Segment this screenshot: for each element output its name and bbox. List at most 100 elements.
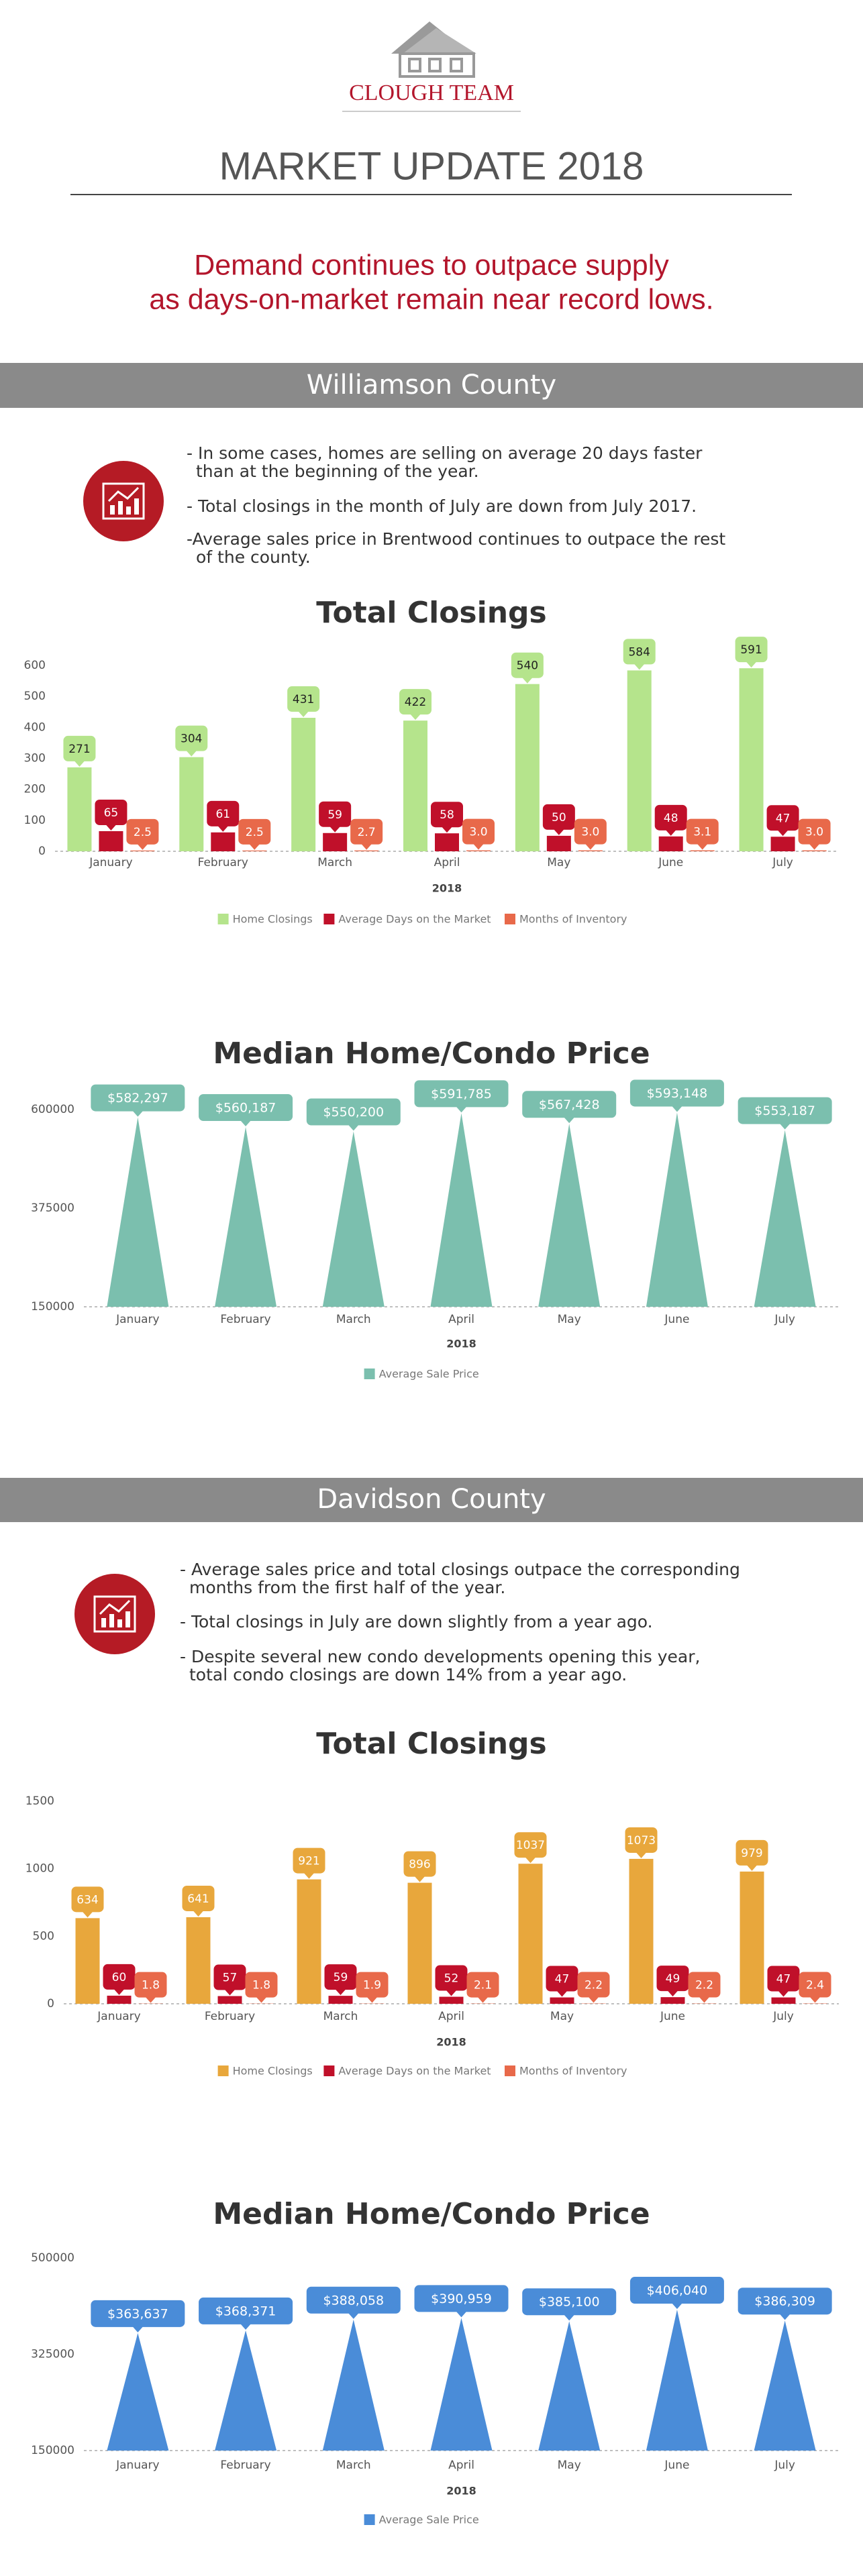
callout-box	[522, 1091, 617, 1118]
x-tick-label: July	[772, 2010, 794, 2023]
callout-box	[514, 1832, 547, 1858]
x-tick-label: June	[660, 2010, 685, 2023]
legend-swatch	[364, 2514, 375, 2525]
bar	[770, 837, 795, 851]
value-label: 2.2	[695, 1979, 713, 1992]
callout-pointer	[473, 843, 484, 850]
y-tick-label: 0	[47, 1997, 54, 2010]
callout-box	[293, 1847, 325, 1874]
legend-label: Months of Inventory	[519, 913, 627, 926]
bar	[323, 833, 348, 851]
callout-pointer	[193, 1910, 204, 1917]
callout-pointer	[585, 843, 596, 850]
callout-box	[199, 1094, 293, 1122]
y-tick-label: 325000	[31, 2348, 74, 2361]
callout-pointer	[564, 1117, 575, 1124]
value-label: 896	[409, 1858, 430, 1872]
value-label: 49	[666, 1972, 680, 1986]
callout-box	[287, 686, 320, 712]
bar	[67, 767, 92, 851]
legend-label: Months of Inventory	[519, 2065, 627, 2078]
y-tick-label: 500000	[31, 2251, 74, 2265]
x-tick-label: June	[664, 2459, 689, 2472]
legend-label: Average Sale Price	[379, 1368, 479, 1381]
callout-pointer	[224, 1989, 236, 1996]
bullet: -Average sales price in Brentwood contin…	[187, 529, 726, 567]
value-label: 1.9	[363, 1979, 381, 1992]
triangle-bar	[646, 1112, 708, 1307]
value-label: $363,637	[107, 2306, 168, 2321]
callout-pointer	[778, 1990, 789, 1997]
triangle-bar	[538, 2321, 601, 2451]
value-label: 47	[776, 1973, 791, 1986]
x-tick-label: March	[336, 1313, 371, 1326]
callout-pointer	[113, 1988, 125, 1995]
value-label: 2.5	[134, 826, 152, 839]
triangle-bar	[538, 1124, 601, 1307]
legend-label: Home Closings	[233, 913, 313, 926]
bar	[439, 1996, 464, 2004]
callout-box	[798, 818, 831, 845]
triangle-bar	[107, 1117, 169, 1307]
bar	[99, 830, 123, 851]
triangle-bar	[646, 2310, 708, 2451]
callout-pointer	[298, 711, 309, 718]
callout-pointer	[777, 830, 789, 837]
value-label: 65	[104, 806, 119, 820]
callout-box	[403, 1851, 436, 1877]
callout-box	[686, 818, 719, 845]
legend-swatch	[505, 914, 515, 924]
callout-box	[435, 1965, 468, 1991]
callout-pointer	[256, 1996, 267, 2003]
callout-pointer	[366, 1996, 378, 2003]
callout-pointer	[105, 824, 117, 830]
bar	[515, 684, 540, 851]
callout-box	[134, 1972, 167, 1998]
callout-box	[542, 804, 575, 830]
callout-box	[623, 639, 656, 665]
x-tick-label: February	[205, 2010, 255, 2023]
legend-label: Average Sale Price	[379, 2514, 479, 2526]
callout-box	[735, 1839, 768, 1866]
callout-pointer	[132, 1110, 144, 1117]
triangle-bar	[107, 2332, 169, 2451]
callout-pointer	[74, 760, 85, 767]
chart-title: Total Closings	[316, 596, 546, 630]
section-icon	[74, 1574, 155, 1654]
value-label: 979	[741, 1847, 762, 1860]
callout-pointer	[671, 1106, 682, 1112]
value-label: $567,428	[539, 1097, 600, 1112]
callout-box	[799, 1972, 831, 1998]
value-label: $386,309	[754, 2294, 815, 2309]
callout-pointer	[145, 1996, 156, 2003]
callout-box	[324, 1964, 357, 1990]
value-label: 921	[298, 1855, 319, 1868]
value-label: 57	[223, 1972, 238, 1985]
value-label: 59	[327, 808, 342, 822]
callout-box	[199, 2297, 293, 2324]
value-label: $582,297	[107, 1091, 168, 1106]
callout-pointer	[82, 1911, 93, 1918]
bar	[740, 1871, 764, 2004]
y-tick-label: 500	[33, 1929, 54, 1943]
callout-box	[182, 1885, 215, 1911]
callout-pointer	[477, 1996, 489, 2003]
value-label: 3.1	[693, 826, 711, 839]
bar	[771, 1997, 796, 2004]
callout-pointer	[746, 1864, 758, 1871]
bullet: - In some cases, homes are selling on av…	[187, 443, 703, 481]
callout-box	[238, 818, 271, 845]
callout-box	[738, 1097, 832, 1124]
value-label: 2.2	[585, 1979, 603, 1992]
x-axis-title: 2018	[446, 1338, 476, 1350]
callout-box	[656, 1966, 689, 1992]
triangle-bar	[430, 1113, 493, 1307]
callout-box	[126, 818, 159, 845]
bar	[211, 832, 236, 851]
value-label: 422	[405, 696, 426, 709]
section-heading: Williamson County	[307, 370, 556, 400]
triangle-bar	[215, 1127, 277, 1307]
value-label: 3.0	[469, 826, 487, 839]
y-tick-label: 150000	[31, 2444, 74, 2457]
